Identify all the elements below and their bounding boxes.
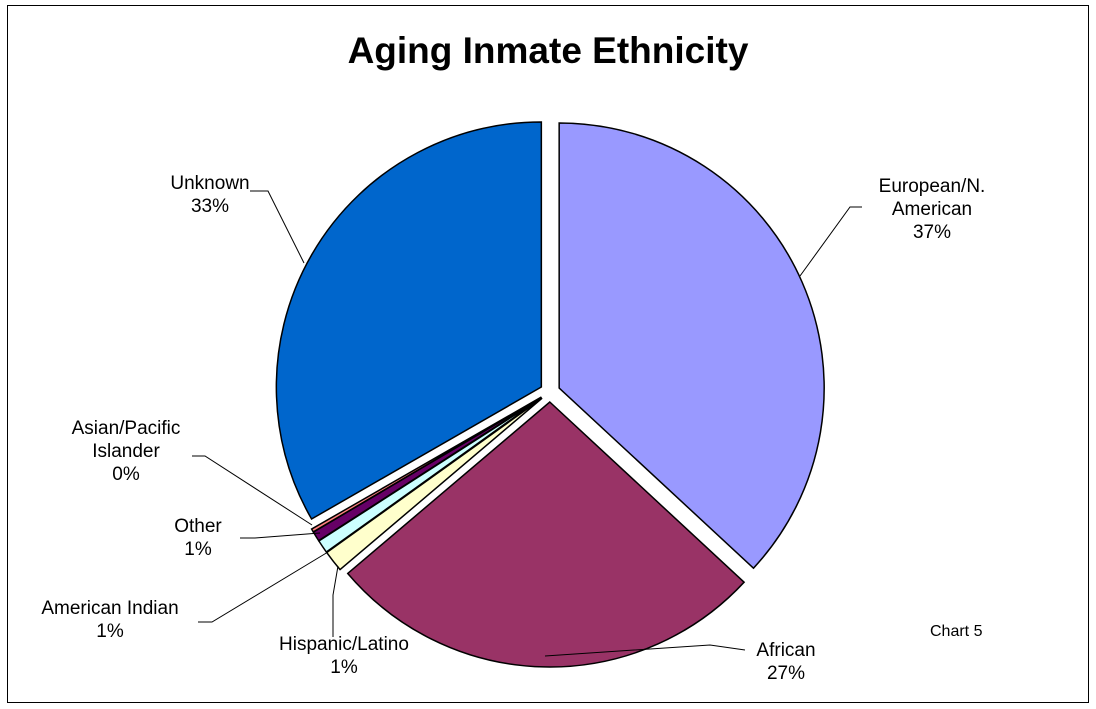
slice-name: Asian/Pacific (72, 418, 181, 439)
leader-line-2 (332, 565, 339, 637)
pie-slice-6 (275, 121, 543, 521)
pie-slice-1 (346, 400, 746, 668)
slice-name: American Indian (41, 598, 178, 619)
slice-label-6: Unknown 33% (170, 173, 249, 217)
slice-percent: 27% (767, 663, 805, 684)
slice-label-3: American Indian 1% (41, 598, 178, 642)
leader-line-0 (799, 206, 862, 277)
chart-note: Chart 5 (930, 623, 983, 640)
slice-label-0: European/N. American 37% (879, 176, 986, 243)
slice-name: American (892, 199, 972, 220)
pie-slice-5 (310, 396, 542, 533)
slice-name: Hispanic/Latino (279, 634, 409, 655)
slice-label-4: Other 1% (174, 516, 222, 560)
leader-line-4 (240, 532, 321, 539)
slice-name: Unknown (170, 173, 249, 194)
slice-percent: 1% (184, 539, 212, 560)
slice-name: African (756, 640, 815, 661)
slice-label-1: African 27% (756, 640, 815, 684)
slice-name: European/N. (879, 176, 986, 197)
leader-line-6 (250, 190, 305, 264)
chart-title: Aging Inmate Ethnicity (347, 30, 749, 71)
slice-name: Other (174, 516, 222, 537)
slice-name: Islander (92, 441, 160, 462)
leader-line-5 (192, 455, 313, 526)
slice-label-2: Hispanic/Latino 1% (279, 634, 409, 678)
pie-slice-0 (558, 122, 825, 570)
leader-line-1 (544, 644, 746, 657)
slice-percent: 33% (191, 196, 229, 217)
slice-percent: 37% (913, 222, 951, 243)
slice-percent: 1% (96, 621, 124, 642)
slice-label-5: Asian/Pacific Islander 0% (72, 418, 181, 485)
slice-percent: 0% (112, 464, 140, 485)
leader-line-3 (198, 551, 329, 623)
slice-percent: 1% (330, 657, 358, 678)
